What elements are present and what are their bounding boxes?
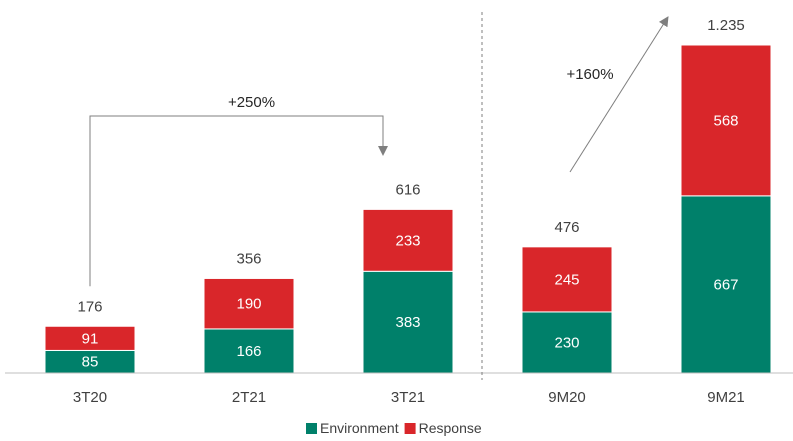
- value-label-response-3t20: 91: [82, 330, 99, 347]
- growth-arrow-diagonal: [569, 16, 669, 173]
- bar-environment-9m21: [680, 195, 772, 374]
- bar-response-3t21: [362, 208, 454, 272]
- legend-swatch-environment: [306, 423, 317, 434]
- growth-arrow-bracket: [89, 115, 388, 287]
- total-label-3t20: 176: [77, 298, 102, 315]
- value-label-environment-3t21: 383: [395, 314, 420, 331]
- bar-response-9m21: [680, 44, 772, 197]
- growth-label: +250%: [228, 94, 275, 111]
- total-label-9m21: 1.235: [707, 17, 745, 34]
- growth-label: +160%: [566, 66, 613, 83]
- value-label-response-3t21: 233: [395, 232, 420, 249]
- annotations: +250% +160%: [89, 16, 669, 287]
- total-label-9m20: 476: [554, 219, 579, 236]
- x-tick-label: 9M21: [707, 389, 745, 406]
- value-label-environment-9m21: 667: [713, 276, 738, 293]
- bar-response-3t20: [44, 325, 136, 351]
- x-tick-label: 2T21: [232, 389, 266, 406]
- labels-layer: 85 91 176 166 190 356 383 233 616 230 245 476 667 568…: [77, 17, 744, 371]
- bar-response-2t21: [203, 277, 295, 330]
- bars-layer: [44, 44, 772, 374]
- legend-label-response: Response: [419, 420, 482, 436]
- total-label-2t21: 356: [236, 250, 261, 267]
- value-label-environment-2t21: 166: [236, 343, 261, 360]
- x-tick-label: 9M20: [548, 389, 586, 406]
- total-label-3t21: 616: [395, 181, 420, 198]
- value-label-response-9m20: 245: [554, 271, 579, 288]
- legend-label-environment: Environment: [320, 420, 399, 436]
- x-tick-label: 3T20: [73, 389, 107, 406]
- x-tick-labels: 3T20 2T21 3T21 9M20 9M21: [73, 389, 745, 406]
- bar-response-9m20: [521, 246, 613, 313]
- value-label-environment-3t20: 85: [82, 354, 99, 371]
- value-label-response-2t21: 190: [236, 296, 261, 313]
- legend-swatch-response: [404, 423, 416, 434]
- x-tick-label: 3T21: [391, 389, 425, 406]
- value-label-environment-9m20: 230: [554, 334, 579, 351]
- bar-environment-3t21: [362, 270, 454, 374]
- legend: Environment Response: [306, 420, 482, 436]
- value-label-response-9m21: 568: [713, 112, 738, 129]
